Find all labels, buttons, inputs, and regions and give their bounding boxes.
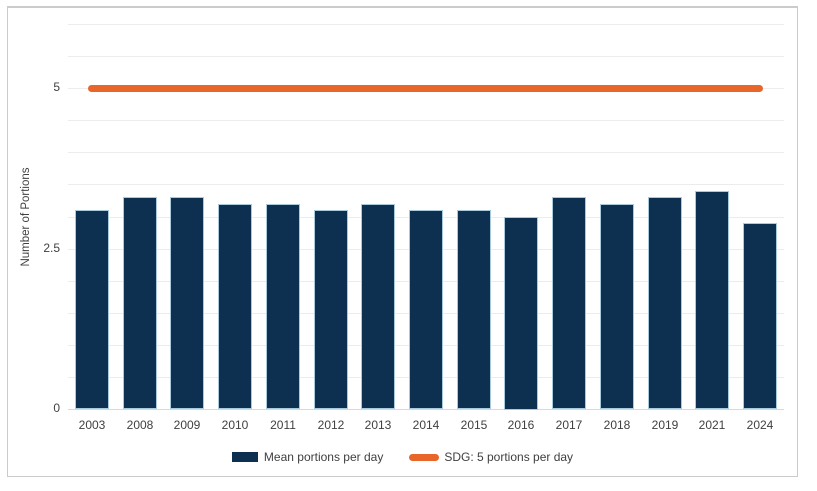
legend-line-swatch-icon bbox=[409, 453, 440, 461]
x-tick-label: 2018 bbox=[603, 418, 631, 432]
bar-2016 bbox=[504, 217, 538, 410]
x-tick-label: 2019 bbox=[651, 418, 679, 432]
legend-bar-swatch-icon bbox=[231, 452, 258, 462]
gridline bbox=[68, 56, 784, 57]
bar-2008 bbox=[123, 197, 157, 409]
bar-2010 bbox=[218, 204, 252, 409]
x-tick-label: 2003 bbox=[78, 418, 106, 432]
x-tick-label: 2009 bbox=[173, 418, 201, 432]
bar-2014 bbox=[409, 210, 443, 409]
gridline bbox=[68, 24, 784, 25]
bar-2018 bbox=[600, 204, 634, 409]
legend-bar-label: Mean portions per day bbox=[263, 450, 384, 464]
gridline bbox=[68, 184, 784, 185]
legend-line-label: SDG: 5 portions per day bbox=[444, 450, 574, 464]
x-tick-label: 2014 bbox=[412, 418, 440, 432]
x-tick-label: 2015 bbox=[460, 418, 488, 432]
gridline bbox=[68, 120, 784, 121]
x-tick-label: 2010 bbox=[221, 418, 249, 432]
gridline bbox=[68, 152, 784, 153]
bar-2017 bbox=[552, 197, 586, 409]
chart-frame: Number of Portions 0 2.5 5 2003 2008 2009 2010… bbox=[7, 6, 798, 477]
bar-2024 bbox=[743, 223, 777, 409]
x-tick-label: 2016 bbox=[507, 418, 535, 432]
x-tick-label: 2011 bbox=[270, 418, 296, 432]
bar-2003 bbox=[75, 210, 109, 409]
x-tick-label: 2008 bbox=[126, 418, 154, 432]
x-tick-label: 2021 bbox=[698, 418, 726, 432]
x-axis-line bbox=[68, 409, 784, 410]
y-tick-label: 2.5 bbox=[43, 241, 60, 255]
x-tick-label: 2024 bbox=[746, 418, 774, 432]
bar-2011 bbox=[266, 204, 300, 409]
y-tick-label: 5 bbox=[53, 80, 60, 94]
y-tick-label: 0 bbox=[53, 401, 60, 415]
x-tick-label: 2013 bbox=[364, 418, 392, 432]
legend: Mean portions per day SDG: 5 portions pe… bbox=[8, 450, 797, 464]
bar-2009 bbox=[170, 197, 204, 409]
bar-2015 bbox=[457, 210, 491, 409]
sdg-target-line bbox=[88, 85, 763, 92]
bar-2013 bbox=[361, 204, 395, 409]
bar-2012 bbox=[314, 210, 348, 409]
x-tick-label: 2017 bbox=[555, 418, 583, 432]
bar-2019 bbox=[648, 197, 682, 409]
bar-2021 bbox=[695, 191, 729, 409]
x-tick-label: 2012 bbox=[317, 418, 345, 432]
